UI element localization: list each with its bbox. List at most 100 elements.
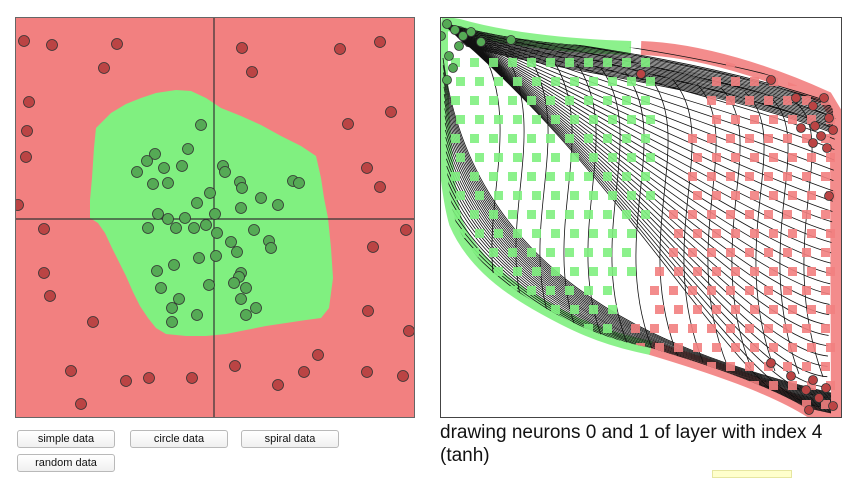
green-marker [551,229,560,238]
green-marker [456,305,465,314]
status-box [712,470,792,478]
red-marker [769,191,778,200]
red-marker [655,267,664,276]
red-point [18,35,30,47]
green-marker [589,267,598,276]
green-marker [646,191,655,200]
green-point [231,246,243,258]
red-point [334,43,346,55]
red-marker [693,153,702,162]
red-point [87,316,99,328]
red-marker [707,248,716,257]
green-point [158,162,170,174]
green-marker [589,343,598,352]
red-point [766,358,776,368]
random-data-button[interactable]: random data [17,454,115,472]
red-marker [802,362,811,371]
green-marker [451,134,460,143]
green-marker [475,343,484,352]
red-marker [788,229,797,238]
green-marker [589,153,598,162]
green-marker [470,134,479,143]
red-marker [802,134,811,143]
green-point [450,25,460,35]
red-marker [783,210,792,219]
red-marker [731,267,740,276]
green-marker [646,115,655,124]
red-point [821,383,831,393]
red-marker [707,172,716,181]
green-point [141,155,153,167]
red-marker [821,248,830,257]
red-marker [807,115,816,124]
red-marker [745,134,754,143]
green-marker [627,267,636,276]
green-marker [475,229,484,238]
red-point [374,181,386,193]
green-marker [622,134,631,143]
green-marker [546,96,555,105]
green-marker [551,115,560,124]
warp-line [452,32,834,114]
circle-data-button[interactable]: circle data [130,430,228,448]
red-marker [674,229,683,238]
warp-line [443,86,832,397]
green-marker [622,58,631,67]
green-marker [532,191,541,200]
red-point [403,325,414,337]
red-marker [826,267,835,276]
red-point [808,138,818,148]
green-marker [546,286,555,295]
green-marker [551,153,560,162]
red-marker [769,153,778,162]
red-marker [826,153,835,162]
green-point [188,222,200,234]
green-point [448,63,458,73]
red-marker [783,324,792,333]
green-marker [570,153,579,162]
red-marker [750,153,759,162]
red-point [814,393,824,403]
red-marker [669,362,678,371]
red-marker [764,248,773,257]
red-point [312,349,324,361]
green-marker [494,191,503,200]
green-marker [608,77,617,86]
green-marker [489,96,498,105]
red-point [796,123,806,133]
green-marker [584,286,593,295]
warp-line [444,122,832,401]
red-marker [707,362,716,371]
warp-line [449,29,834,110]
green-marker [551,191,560,200]
green-marker [508,96,517,105]
warp-line [768,95,800,375]
red-marker [750,77,759,86]
red-point [65,365,77,377]
red-point [20,151,32,163]
green-marker [551,77,560,86]
green-point [476,37,486,47]
red-marker [707,134,716,143]
red-marker [707,286,716,295]
red-marker [726,286,735,295]
warp-line [458,37,834,122]
warp-line [442,23,830,305]
red-point [786,371,796,381]
green-point [240,309,252,321]
red-marker [769,229,778,238]
warp-line [444,101,832,399]
red-marker [821,58,830,67]
green-marker [627,153,636,162]
simple-data-button[interactable]: simple data [17,430,115,448]
red-marker [802,286,811,295]
red-marker [726,362,735,371]
green-point [225,236,237,248]
green-marker [546,58,555,67]
red-point [298,366,310,378]
green-marker [608,267,617,276]
spiral-data-button[interactable]: spiral data [241,430,339,448]
red-marker [745,248,754,257]
red-marker [669,400,678,409]
green-marker [603,58,612,67]
